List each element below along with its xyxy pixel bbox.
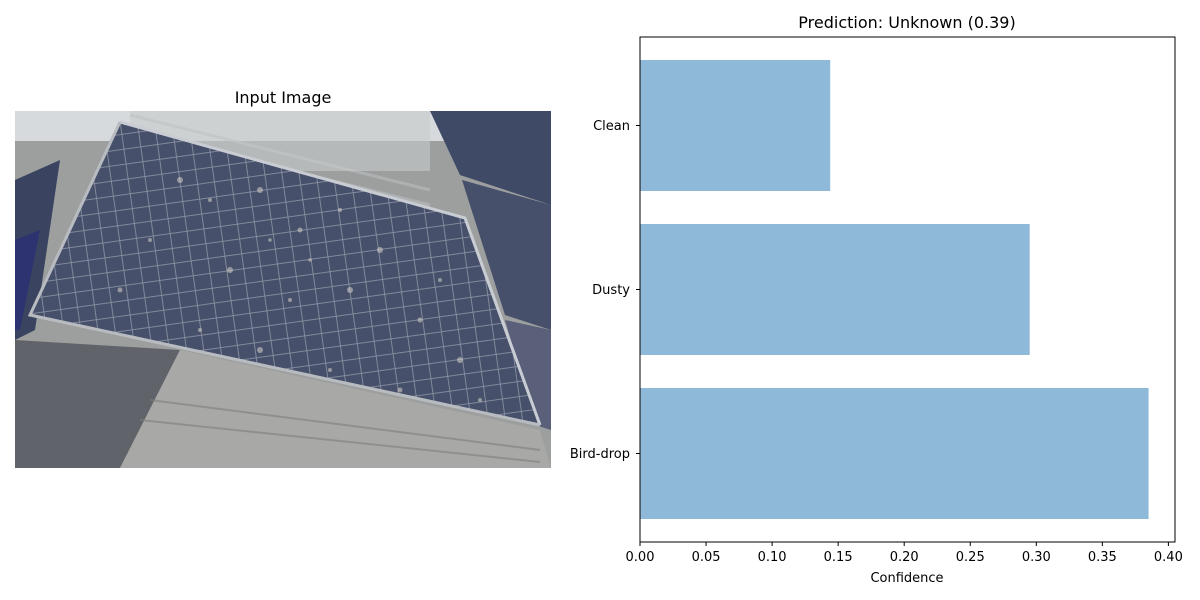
y-tick-label: Bird-drop: [570, 447, 630, 462]
y-tick-label: Dusty: [592, 283, 630, 298]
chart-title: Prediction: Unknown (0.39): [798, 13, 1015, 32]
input-image-title: Input Image: [235, 88, 332, 107]
x-tick-label: 0.25: [956, 550, 985, 565]
x-tick-label: 0.20: [890, 550, 919, 565]
bar-dusty: [640, 224, 1030, 355]
bar-clean: [640, 60, 831, 191]
x-axis: 0.00 0.05 0.10 0.15 0.20 0.25 0.30 0.35 0.40: [626, 542, 1183, 565]
x-tick-label: 0.35: [1088, 550, 1117, 565]
y-tick-label: Clean: [593, 119, 630, 134]
x-axis-label: Confidence: [870, 571, 943, 586]
x-tick-label: 0.15: [824, 550, 853, 565]
bars: [640, 60, 1149, 519]
x-tick-label: 0.00: [626, 550, 655, 565]
bar-bird-drop: [640, 388, 1149, 519]
x-tick-label: 0.40: [1154, 550, 1183, 565]
solar-panel-photo: [15, 111, 551, 468]
x-tick-label: 0.10: [758, 550, 787, 565]
x-tick-label: 0.05: [692, 550, 721, 565]
x-tick-label: 0.30: [1022, 550, 1051, 565]
y-axis: Bird-drop Dusty Clean: [570, 119, 640, 462]
